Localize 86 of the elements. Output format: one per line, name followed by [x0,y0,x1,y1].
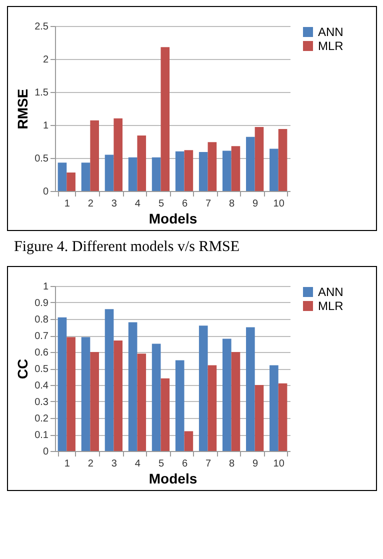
bar [160,378,170,451]
bar [174,360,184,451]
x-tick-label: 2 [87,458,94,470]
bar [104,154,114,191]
bar [90,120,98,191]
x-tick-label: 6 [181,458,188,470]
bar [57,162,66,191]
bar [246,327,254,451]
bar [104,309,114,451]
bar [66,172,75,191]
x-tick-label: 1 [64,458,70,470]
bar [151,344,160,451]
bar [278,128,287,191]
y-tick-label: 0.5 [34,154,48,164]
bar [222,150,231,191]
x-tick-label: 9 [252,198,258,210]
y-tick-label: 0.5 [34,364,48,375]
x-tick-label: 3 [110,458,117,470]
bar [57,317,66,451]
x-tick-label: 4 [134,458,140,470]
y-tick-label: 0.7 [34,331,48,342]
bar [207,142,216,191]
bar [254,126,264,191]
bar [113,118,122,191]
y-tick-label: 0.9 [34,298,48,309]
bar [198,152,208,191]
x-tick-label: 2 [87,198,94,210]
bar [128,157,137,191]
x-tick-label: 8 [228,458,235,470]
bar [160,47,170,191]
x-tick-label: 8 [228,198,235,210]
y-tick-label: 0.1 [34,430,48,441]
legend-label: MLR [318,299,344,313]
caption: Figure 4. Different models v/s RMSE [13,238,241,257]
y-tick-label: 0.3 [34,397,48,408]
x-tick-label: 10 [272,458,284,470]
x-tick-label: 5 [158,198,164,210]
x-tick-label: 4 [134,198,140,210]
bar [80,337,90,451]
bar [184,431,193,451]
x-tick-label: 7 [205,458,212,470]
bar [269,148,278,191]
bar [198,326,208,451]
x-tick-label: 10 [272,198,284,210]
bar [230,352,240,451]
y-tick-label: 0.6 [34,348,48,358]
legend-label: MLR [318,39,344,53]
y-tick-label: 1.5 [34,88,48,98]
bar [254,385,264,451]
bar [230,146,240,191]
bar [151,157,160,191]
x-tick-label: 3 [110,198,117,210]
x-tick-label: 6 [181,198,188,210]
y-tick-label: 2 [42,54,48,66]
x-axis-title: Models [148,470,197,486]
bar [269,365,278,451]
x-tick-label: 1 [64,198,70,210]
y-tick-label: 0.2 [34,414,48,424]
x-tick-label: 7 [205,198,212,210]
x-tick-label: 5 [158,458,164,470]
x-axis-title: Models [148,210,197,226]
y-axis-title: RMSE [14,88,30,130]
bar [128,322,137,451]
y-tick-label: 1 [42,120,48,132]
y-tick-label: 2.5 [34,22,48,32]
bar [90,352,98,451]
bar [136,354,146,451]
bar [66,337,75,451]
y-tick-label: 0 [42,186,48,198]
bar [222,338,231,451]
bar [207,365,216,451]
bar [113,340,122,451]
y-axis-title: CC [14,358,30,380]
y-tick-label: 0 [42,446,48,458]
legend-label: ANN [318,285,343,299]
bar [246,136,254,191]
y-tick-label: 0.4 [34,380,48,392]
bar [174,151,184,191]
y-tick-label: 0.8 [34,314,48,326]
bar [136,136,146,191]
x-tick-label: 9 [252,458,258,470]
bar [80,162,90,191]
bar [184,150,193,191]
legend-label: ANN [318,25,343,39]
bar [278,383,287,451]
y-tick-label: 1 [42,282,48,292]
